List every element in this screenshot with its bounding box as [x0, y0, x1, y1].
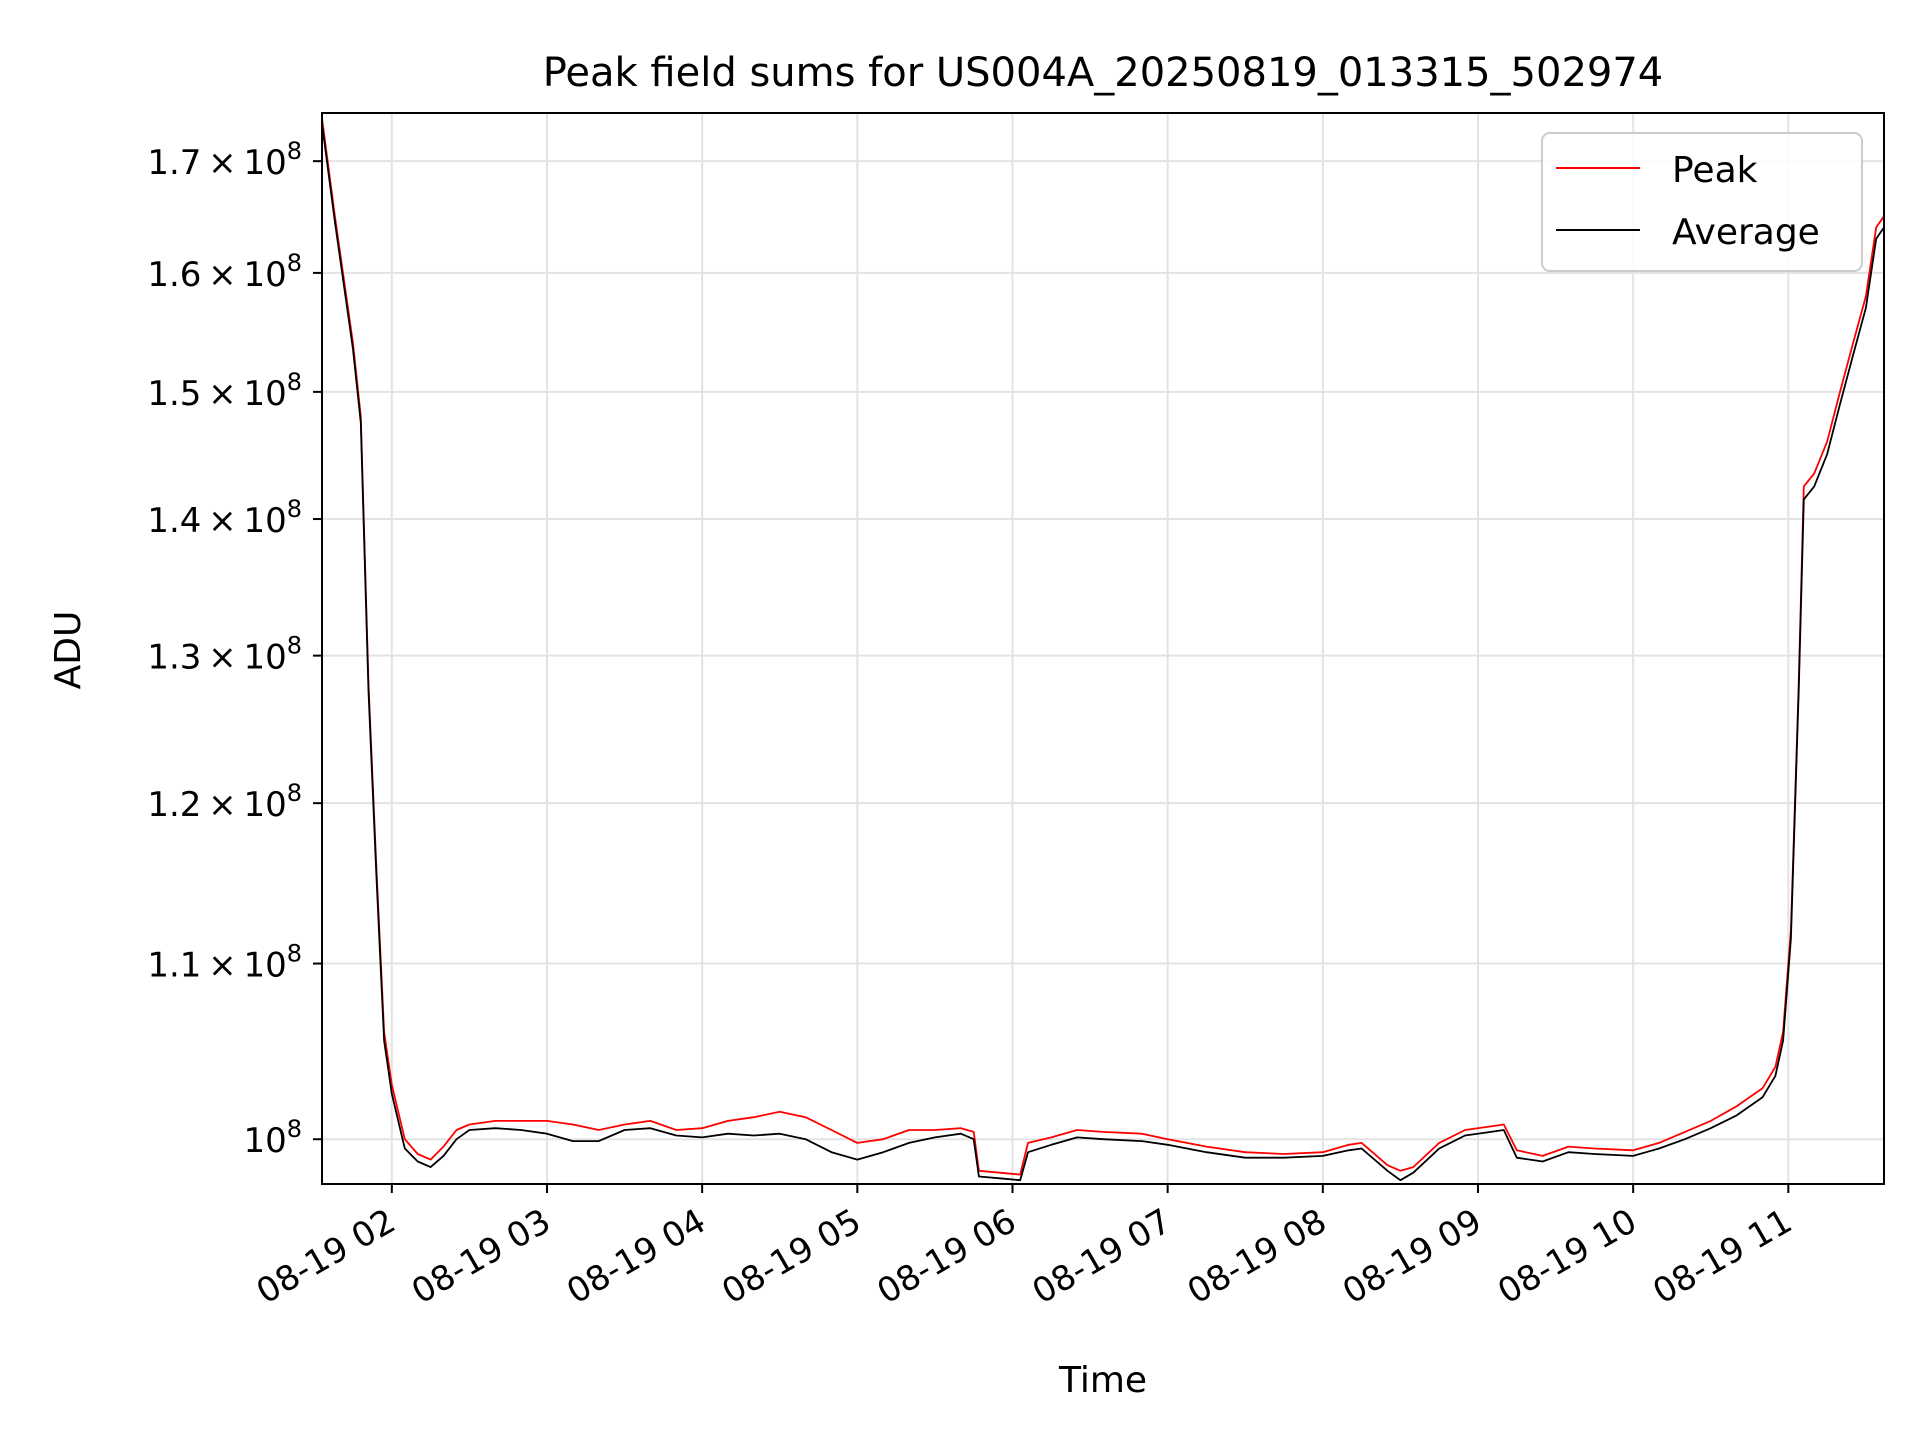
y-tick-label-exponent: 8 [287, 779, 302, 807]
y-tick-label-exponent: 8 [287, 495, 302, 523]
y-tick-label-base: 10 [243, 1121, 286, 1161]
y-tick-label-exponent: 8 [287, 1115, 302, 1143]
y-tick-label-exponent: 8 [287, 249, 302, 277]
plot-series [322, 118, 1884, 1182]
y-tick-label: 1.7 × 108 [147, 137, 302, 183]
y-axis-label: ADU [48, 611, 89, 690]
y-tick-label: 1.6 × 108 [147, 249, 302, 295]
y-tick-label-exponent: 8 [287, 940, 302, 968]
y-tick-label-exponent: 8 [287, 632, 302, 660]
y-tick-label-base: 1.2 × 10 [147, 785, 286, 825]
y-tick-label-base: 1.3 × 10 [147, 638, 286, 678]
y-tick-label: 1.3 × 108 [147, 632, 302, 678]
x-axis-label: Time [1058, 1360, 1147, 1401]
plot-area-frame [321, 112, 1885, 1185]
y-tick-label: 108 [243, 1115, 302, 1161]
legend: Peak Average [1541, 132, 1863, 272]
series-line-peak [322, 118, 1884, 1176]
y-tick-label-base: 1.4 × 10 [147, 501, 286, 541]
y-tick-label-base: 1.5 × 10 [147, 374, 286, 414]
y-tick-label-exponent: 8 [287, 137, 302, 165]
legend-average-label: Average [1672, 212, 1820, 253]
grid-lines [322, 113, 1884, 1184]
y-tick-label: 1.2 × 108 [147, 779, 302, 825]
y-tick-label: 1.1 × 108 [147, 940, 302, 986]
y-tick-label-exponent: 8 [287, 368, 302, 396]
series-line-average [322, 123, 1884, 1182]
y-tick-label-base: 1.1 × 10 [147, 946, 286, 986]
legend-peak-label: Peak [1672, 150, 1758, 191]
y-tick-label-base: 1.6 × 10 [147, 255, 286, 295]
y-tick-label: 1.5 × 108 [147, 368, 302, 414]
y-tick-label-base: 1.7 × 10 [147, 143, 286, 183]
y-tick-label: 1.4 × 108 [147, 495, 302, 541]
chart-title: Peak field sums for US004A_20250819_0133… [543, 50, 1664, 96]
